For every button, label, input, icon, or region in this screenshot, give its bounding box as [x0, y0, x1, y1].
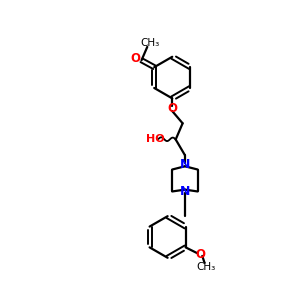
- Text: O: O: [196, 248, 206, 261]
- Text: CH₃: CH₃: [140, 38, 160, 48]
- Text: CH₃: CH₃: [197, 262, 216, 272]
- Text: N: N: [180, 185, 190, 198]
- Text: O: O: [131, 52, 141, 65]
- Text: HO: HO: [146, 134, 165, 144]
- Text: O: O: [167, 102, 177, 115]
- Text: N: N: [180, 158, 190, 171]
